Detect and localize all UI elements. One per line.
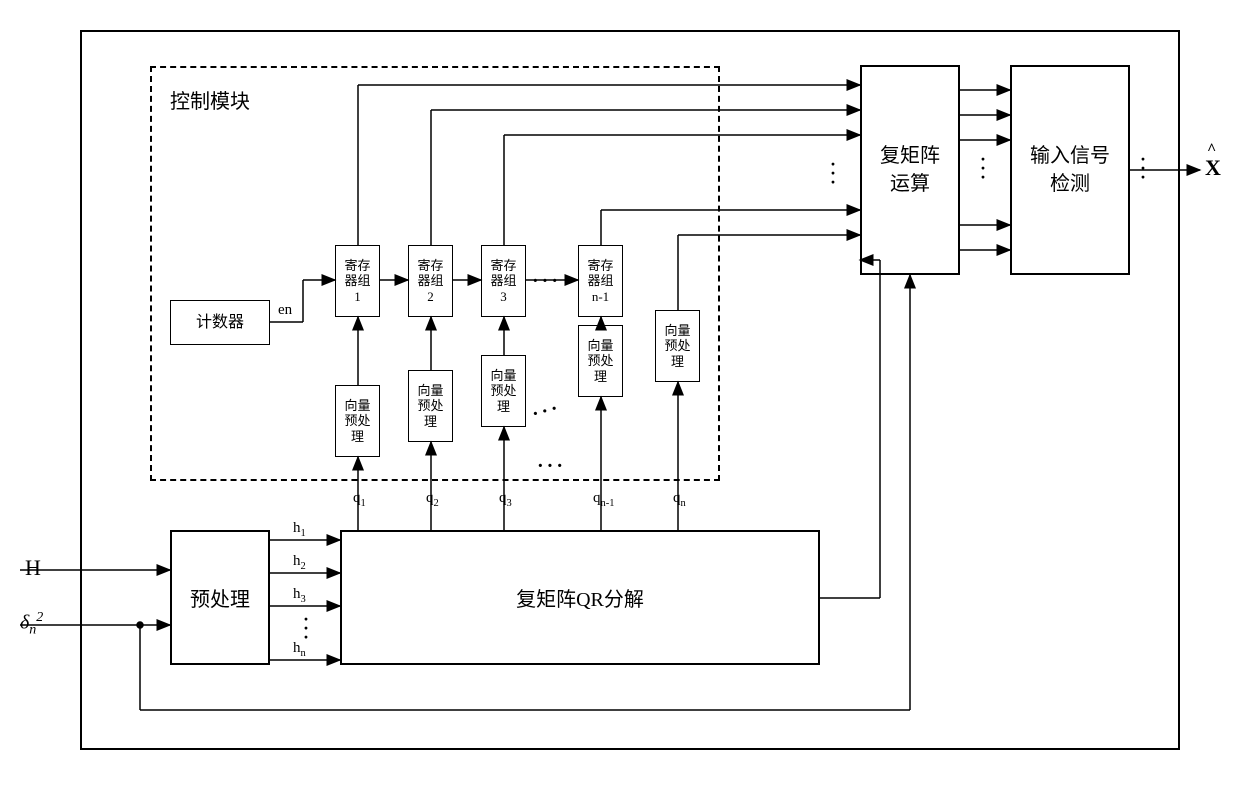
diagram-lines <box>0 0 1240 785</box>
diagram-root: 控制模块 预处理 复矩阵QR分解 复矩阵 运算 输入信号 检测 计数器 寄存 器… <box>0 0 1240 785</box>
